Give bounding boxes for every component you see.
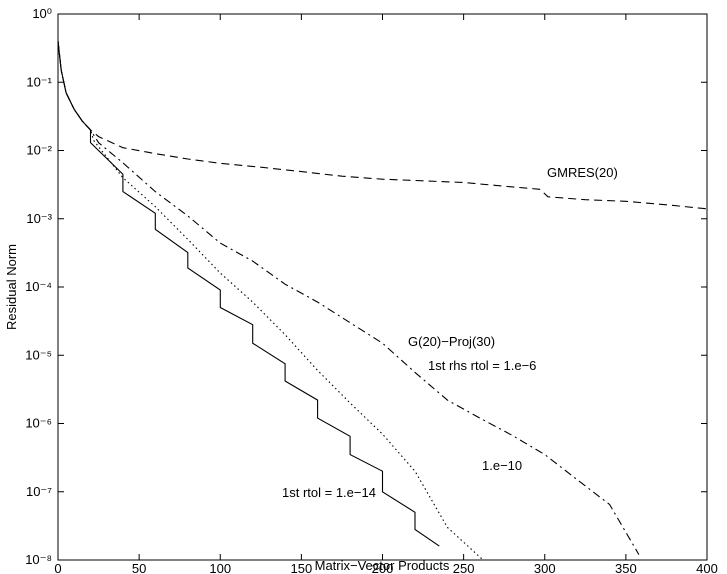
x-tick-label: 100 (209, 561, 231, 574)
y-tick-label: 10⁻⁷ (26, 484, 52, 499)
annotation: GMRES(20) (547, 165, 618, 180)
x-tick-label: 300 (534, 561, 556, 574)
y-tick-label: 10⁻⁶ (25, 416, 52, 431)
x-tick-label: 50 (132, 561, 146, 574)
y-tick-label: 10⁻⁴ (25, 279, 52, 294)
x-axis-label: Matrix−Vector Products (315, 558, 450, 573)
annotation: 1st rtol = 1.e−14 (282, 485, 376, 500)
y-tick-label: 10⁰ (32, 6, 52, 21)
x-tick-label: 350 (615, 561, 637, 574)
x-tick-label: 150 (291, 561, 313, 574)
series-line (57, 41, 440, 547)
annotation: G(20)−Proj(30) (408, 334, 495, 349)
y-axis-label: Residual Norm (4, 244, 19, 330)
y-tick-label: 10⁻⁸ (25, 552, 52, 567)
x-tick-label: 0 (54, 561, 61, 574)
x-tick-label: 250 (453, 561, 475, 574)
annotation: 1.e−10 (482, 458, 522, 473)
series-line (57, 41, 640, 555)
y-tick-label: 10⁻³ (26, 211, 52, 226)
y-tick-label: 10⁻¹ (26, 74, 52, 89)
x-tick-label: 400 (696, 561, 718, 574)
annotation: 1st rhs rtol = 1.e−6 (428, 358, 536, 373)
y-tick-label: 10⁻² (26, 143, 52, 158)
series-line (57, 41, 708, 210)
series-line (57, 41, 484, 561)
y-tick-label: 10⁻⁵ (25, 347, 52, 362)
x-tick-label: 200 (372, 561, 394, 574)
